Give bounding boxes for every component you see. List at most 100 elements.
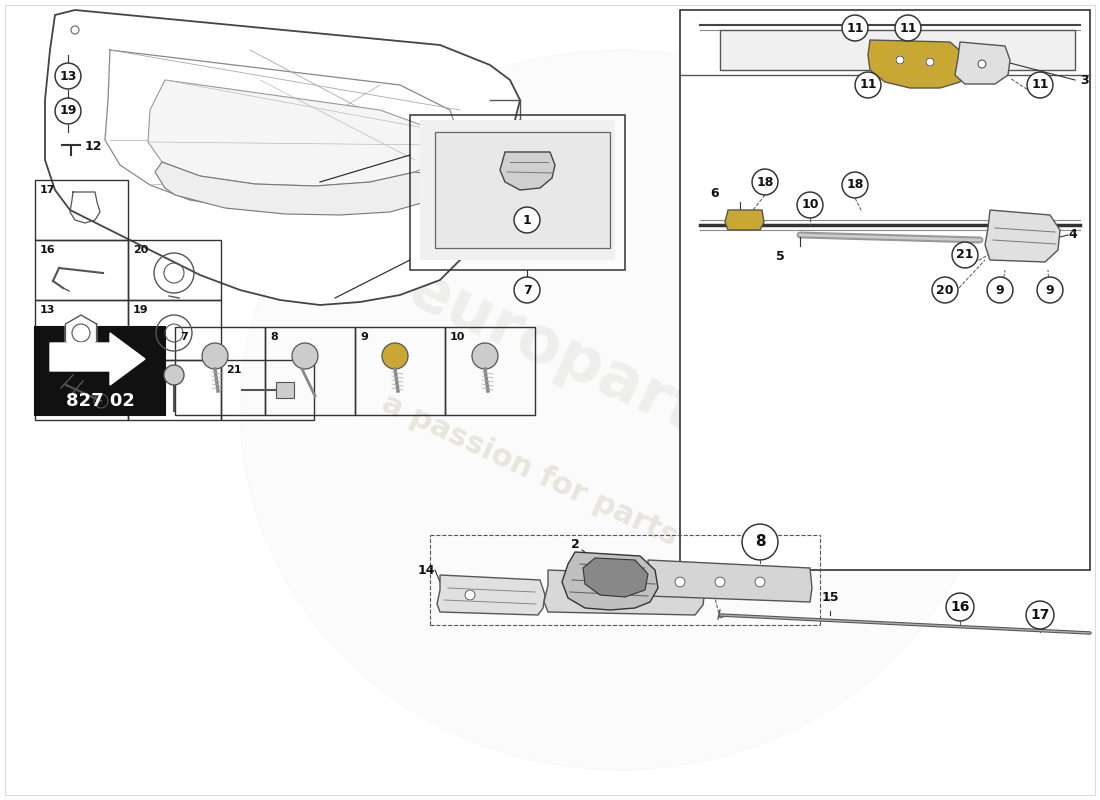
Text: 11: 11: [900, 22, 916, 34]
Text: 20: 20: [133, 245, 148, 255]
Text: 11: 11: [1032, 78, 1048, 91]
Circle shape: [946, 593, 974, 621]
Bar: [35, 300, 128, 360]
Circle shape: [472, 343, 498, 369]
Polygon shape: [544, 570, 705, 615]
Text: 6: 6: [711, 187, 719, 200]
Text: a passion for parts: a passion for parts: [377, 389, 683, 551]
Circle shape: [55, 63, 81, 89]
Polygon shape: [984, 210, 1060, 262]
Text: 19: 19: [59, 105, 77, 118]
Polygon shape: [65, 315, 97, 351]
Text: europarts: europarts: [397, 258, 744, 462]
Text: 19: 19: [133, 305, 148, 315]
Bar: [35, 327, 165, 415]
Circle shape: [514, 277, 540, 303]
Circle shape: [947, 594, 972, 619]
Text: 8: 8: [270, 332, 277, 342]
Circle shape: [896, 56, 904, 64]
Circle shape: [72, 26, 79, 34]
Circle shape: [896, 17, 920, 39]
Bar: [446, 327, 535, 415]
Polygon shape: [45, 10, 520, 305]
Circle shape: [799, 194, 822, 217]
Circle shape: [1038, 278, 1061, 302]
Polygon shape: [583, 558, 648, 597]
Bar: [276, 382, 294, 398]
Text: 13: 13: [59, 70, 77, 82]
Bar: [680, 10, 1090, 570]
Text: 18: 18: [133, 365, 148, 375]
Text: 1: 1: [522, 214, 531, 226]
Text: 21: 21: [956, 249, 974, 262]
Text: 18: 18: [846, 178, 864, 191]
Bar: [35, 360, 128, 420]
Text: 8: 8: [755, 534, 766, 550]
Polygon shape: [720, 30, 1075, 70]
Text: 11: 11: [859, 78, 877, 91]
Circle shape: [978, 60, 986, 68]
Circle shape: [514, 207, 540, 233]
Text: 9: 9: [996, 283, 1004, 297]
Text: 17: 17: [1031, 608, 1049, 622]
Circle shape: [1028, 74, 1052, 97]
Circle shape: [842, 15, 868, 41]
Text: 16: 16: [40, 245, 56, 255]
Text: 3: 3: [1080, 74, 1089, 86]
Bar: [355, 327, 446, 415]
Bar: [175, 327, 265, 415]
Text: 2: 2: [571, 538, 580, 551]
Polygon shape: [562, 552, 658, 610]
Polygon shape: [155, 162, 440, 215]
Text: 7: 7: [522, 283, 531, 297]
Bar: [265, 327, 355, 415]
Circle shape: [934, 278, 957, 302]
Circle shape: [744, 526, 777, 558]
Text: 827 02: 827 02: [66, 392, 134, 410]
Circle shape: [952, 242, 978, 268]
Text: 5: 5: [776, 250, 784, 263]
Circle shape: [292, 343, 318, 369]
Circle shape: [56, 65, 79, 87]
Circle shape: [755, 577, 764, 587]
Circle shape: [754, 170, 777, 194]
Circle shape: [954, 243, 977, 266]
Text: 16: 16: [950, 600, 970, 614]
Text: 10: 10: [450, 332, 465, 342]
Circle shape: [675, 577, 685, 587]
Polygon shape: [955, 42, 1010, 84]
Text: 4: 4: [1068, 229, 1077, 242]
Polygon shape: [644, 560, 812, 602]
Polygon shape: [50, 333, 145, 385]
Circle shape: [798, 192, 823, 218]
Circle shape: [382, 343, 408, 369]
Text: 10: 10: [801, 198, 818, 211]
Circle shape: [1026, 601, 1054, 629]
Circle shape: [1027, 72, 1053, 98]
Circle shape: [932, 277, 958, 303]
Bar: [128, 300, 221, 360]
Circle shape: [926, 58, 934, 66]
Circle shape: [855, 72, 881, 98]
Polygon shape: [868, 40, 968, 88]
Bar: [128, 240, 221, 300]
Text: 9: 9: [360, 332, 367, 342]
Text: 14: 14: [418, 563, 434, 577]
Circle shape: [752, 169, 778, 195]
Text: 21: 21: [226, 365, 242, 375]
Bar: [128, 360, 221, 420]
Polygon shape: [437, 575, 544, 615]
Circle shape: [516, 278, 539, 302]
Circle shape: [895, 15, 921, 41]
Circle shape: [164, 365, 184, 385]
Circle shape: [715, 577, 725, 587]
Polygon shape: [500, 152, 556, 190]
Circle shape: [857, 74, 880, 97]
Circle shape: [1037, 277, 1063, 303]
Polygon shape: [434, 132, 610, 248]
Circle shape: [844, 17, 867, 39]
Bar: [35, 240, 128, 300]
Text: 17: 17: [40, 185, 55, 195]
Text: 20: 20: [936, 283, 954, 297]
Circle shape: [202, 343, 228, 369]
